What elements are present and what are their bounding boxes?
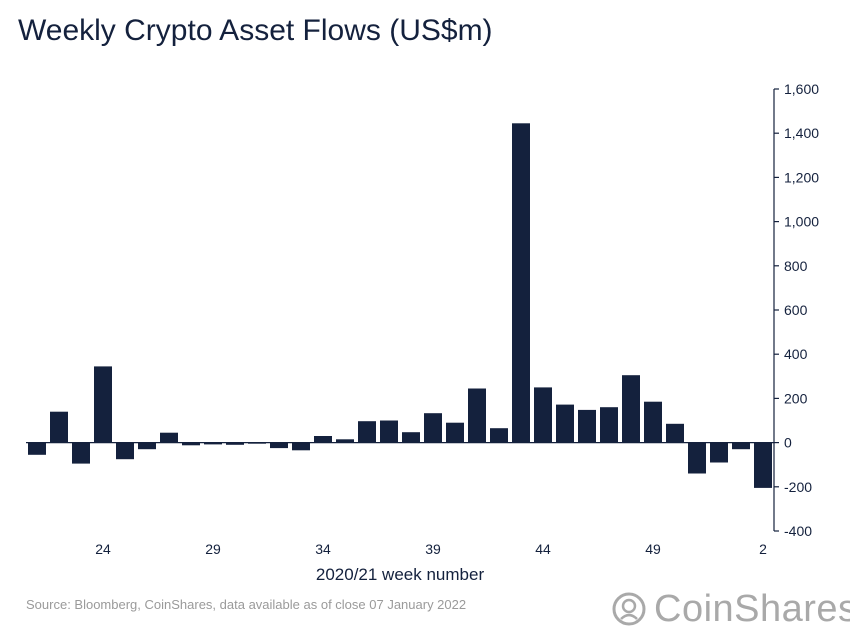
bar-week-47: [600, 407, 618, 443]
bar-week-40: [446, 422, 464, 443]
bar-week-26: [138, 442, 156, 450]
bar-week-35: [336, 439, 354, 443]
bar-week-46: [578, 409, 596, 443]
x-tick-label: 49: [645, 541, 661, 557]
bar-week-52: [710, 442, 728, 463]
bar-week-38: [402, 432, 420, 443]
coinshares-logo-text: CoinShares: [654, 588, 850, 630]
bar-week-25: [116, 442, 134, 460]
bar-week-51: [688, 442, 706, 474]
bar-week-44: [534, 387, 552, 443]
bar-week-30: [226, 442, 244, 445]
coinshares-logo: CoinShares: [612, 588, 850, 632]
source-note: Source: Bloomberg, CoinShares, data avai…: [26, 597, 467, 612]
bar-week-36: [358, 421, 376, 443]
y-tick-label: 1,000: [784, 214, 819, 230]
y-tick-label: 800: [784, 258, 808, 274]
y-tick-label: 400: [784, 346, 808, 362]
y-tick-label: 1,600: [784, 81, 819, 97]
bar-week-49: [644, 401, 662, 443]
bar-week-2: [754, 442, 772, 488]
bar-week-1: [732, 442, 750, 450]
x-tick-label: 39: [425, 541, 441, 557]
bar-series: [26, 123, 774, 488]
x-tick-label: 44: [535, 541, 551, 557]
bar-week-39: [424, 413, 442, 443]
x-tick-label: 2: [759, 541, 767, 557]
y-tick-label: 600: [784, 302, 808, 318]
x-tick-label: 29: [205, 541, 221, 557]
y-tick-label: 0: [784, 435, 792, 451]
bar-week-24: [94, 366, 112, 443]
bar-week-48: [622, 375, 640, 443]
bar-week-29: [204, 442, 222, 445]
bar-week-37: [380, 420, 398, 443]
bar-week-27: [160, 432, 178, 443]
y-tick-label: 1,400: [784, 125, 819, 141]
coinshares-logo-icon: [612, 592, 646, 626]
y-tick-label: -200: [784, 479, 812, 495]
bar-week-41: [468, 388, 486, 443]
y-tick-label: 200: [784, 390, 808, 406]
x-axis: 24 29 34 39 44 49 2: [95, 541, 767, 557]
chart-title: Weekly Crypto Asset Flows (US$m): [18, 14, 493, 47]
bar-week-22: [50, 411, 68, 443]
bar-week-34: [314, 436, 332, 443]
x-axis-label: 2020/21 week number: [316, 565, 485, 584]
bar-week-21: [28, 442, 46, 455]
x-tick-label: 24: [95, 541, 111, 557]
bar-week-32: [270, 442, 288, 449]
y-axis: 1,600 1,400 1,200 1,000 800 600 400 200 0 -200 -40…: [773, 81, 819, 539]
bar-week-23: [72, 442, 90, 464]
bar-week-42: [490, 428, 508, 443]
y-tick-label: 1,200: [784, 169, 819, 185]
bar-week-50: [666, 423, 684, 443]
bar-week-43: [512, 123, 530, 443]
x-tick-label: 34: [315, 541, 331, 557]
bar-week-45: [556, 404, 574, 443]
bar-week-33: [292, 442, 310, 451]
bar-week-28: [182, 442, 200, 446]
y-tick-label: -400: [784, 523, 812, 539]
